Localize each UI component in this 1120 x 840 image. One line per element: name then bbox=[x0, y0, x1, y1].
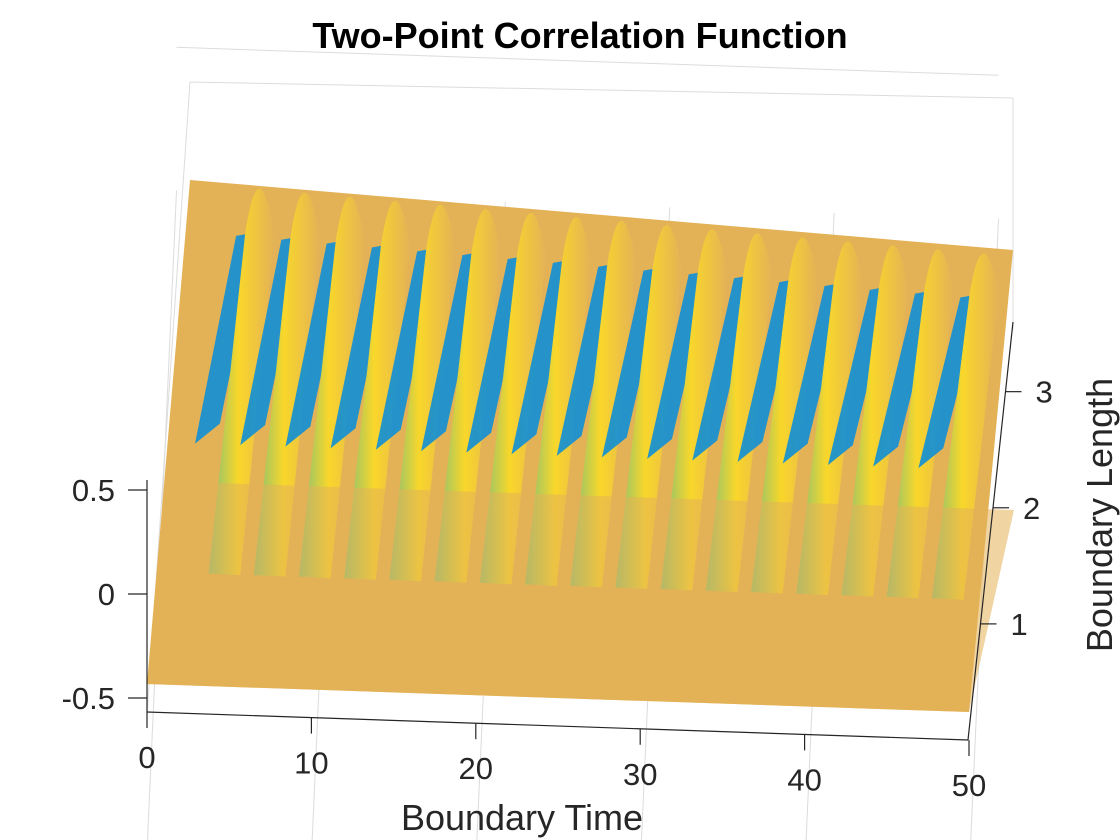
x-tick-label: 50 bbox=[952, 768, 986, 803]
surface-front-face bbox=[147, 482, 1014, 713]
surface-crest bbox=[253, 192, 320, 577]
surface-crest bbox=[389, 204, 456, 582]
z-tick-label: -0.5 bbox=[62, 681, 115, 716]
y-tick-label: 1 bbox=[1011, 607, 1028, 642]
x-tick-label: 30 bbox=[623, 757, 657, 792]
y-tick-label: 2 bbox=[1023, 491, 1040, 526]
surface-crest bbox=[344, 200, 411, 580]
x-axis-line bbox=[146, 711, 969, 741]
z-tick-label: 0.5 bbox=[72, 473, 115, 508]
x-tick-label: 20 bbox=[459, 751, 493, 786]
chart-title: Two-Point Correlation Function bbox=[312, 15, 847, 56]
surface-crest bbox=[299, 196, 366, 579]
z-tick-label: 0 bbox=[98, 577, 115, 612]
tick-labels: 0 10 20 30 40 50 1 2 3 -0.5 0 0.5 bbox=[62, 375, 1053, 803]
surface-crest bbox=[434, 208, 501, 583]
surface bbox=[147, 180, 1014, 713]
x-tick-label: 0 bbox=[138, 740, 155, 775]
surface-crest bbox=[525, 216, 592, 586]
surface-crest bbox=[479, 212, 547, 585]
x-axis-label: Boundary Time bbox=[401, 797, 643, 838]
back-edge bbox=[189, 81, 1014, 99]
y-tick-label: 3 bbox=[1036, 375, 1053, 410]
surface-crest bbox=[208, 188, 275, 576]
y-axis-label: Boundary Length bbox=[1079, 378, 1120, 652]
x-tick-label: 10 bbox=[294, 746, 328, 781]
gridline-z bbox=[176, 46, 999, 76]
x-tick-label: 40 bbox=[787, 762, 821, 797]
